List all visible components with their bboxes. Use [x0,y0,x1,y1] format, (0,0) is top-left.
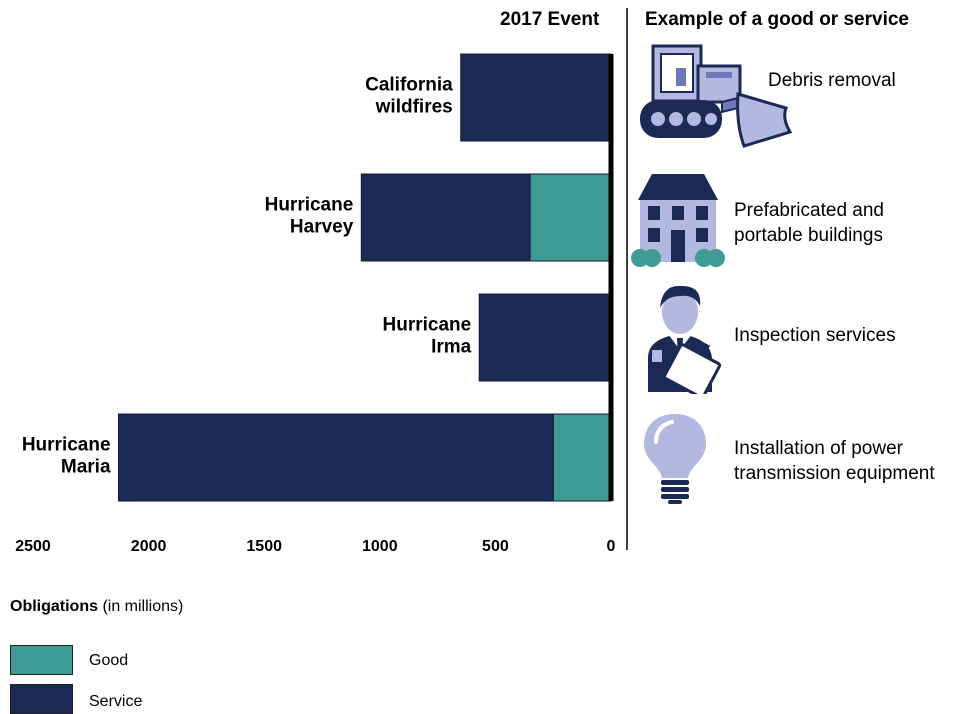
example-label-debris: Debris removal [768,68,896,93]
example-line: Debris removal [768,70,896,91]
example-label-power: Installation of power transmission equip… [734,436,935,486]
bar-good [529,173,612,262]
bar-service [478,293,612,382]
legend-label-service: Service [89,693,143,710]
event-column-header: 2017 Event [500,9,600,30]
category-label: Maria [61,457,111,478]
x-tick-label: 1000 [362,538,398,555]
x-tick-label: 500 [482,538,509,555]
example-line: Installation of power [734,438,903,459]
category-label: Hurricane [22,435,111,456]
category-label: Irma [431,337,472,358]
example-line: portable buildings [734,225,883,246]
bar-good [552,413,612,502]
example-column-header: Example of a good or service [645,9,909,30]
example-label-buildings: Prefabricated and portable buildings [734,198,884,248]
example-line: Prefabricated and [734,200,884,221]
legend-title-bold: Obligations [10,598,98,615]
legend-title: Obligations (in millions) [10,598,183,616]
x-tick-label: 1500 [246,538,282,555]
legend-label-good: Good [89,652,129,669]
example-line: Inspection services [734,325,896,346]
example-label-inspection: Inspection services [734,323,896,348]
building-icon [630,172,726,275]
x-tick-label: 2000 [131,538,167,555]
example-line: transmission equipment [734,463,935,484]
category-label: Hurricane [383,315,472,336]
bar-service [118,413,554,502]
legend-title-rest: (in millions) [98,598,184,615]
legend-swatch-service [10,684,73,714]
category-label: California [365,75,453,96]
category-label: wildfires [375,97,453,118]
category-label: Hurricane [265,195,354,216]
x-tick-label: 2500 [15,538,51,555]
bar-service [360,173,531,262]
lightbulb-icon [642,412,708,509]
x-tick-label: 0 [607,538,616,555]
inspector-icon [640,280,722,399]
bulldozer-icon [636,40,796,157]
category-label: Harvey [290,217,354,238]
bar-service [460,53,612,142]
legend-swatch-good [10,645,73,675]
